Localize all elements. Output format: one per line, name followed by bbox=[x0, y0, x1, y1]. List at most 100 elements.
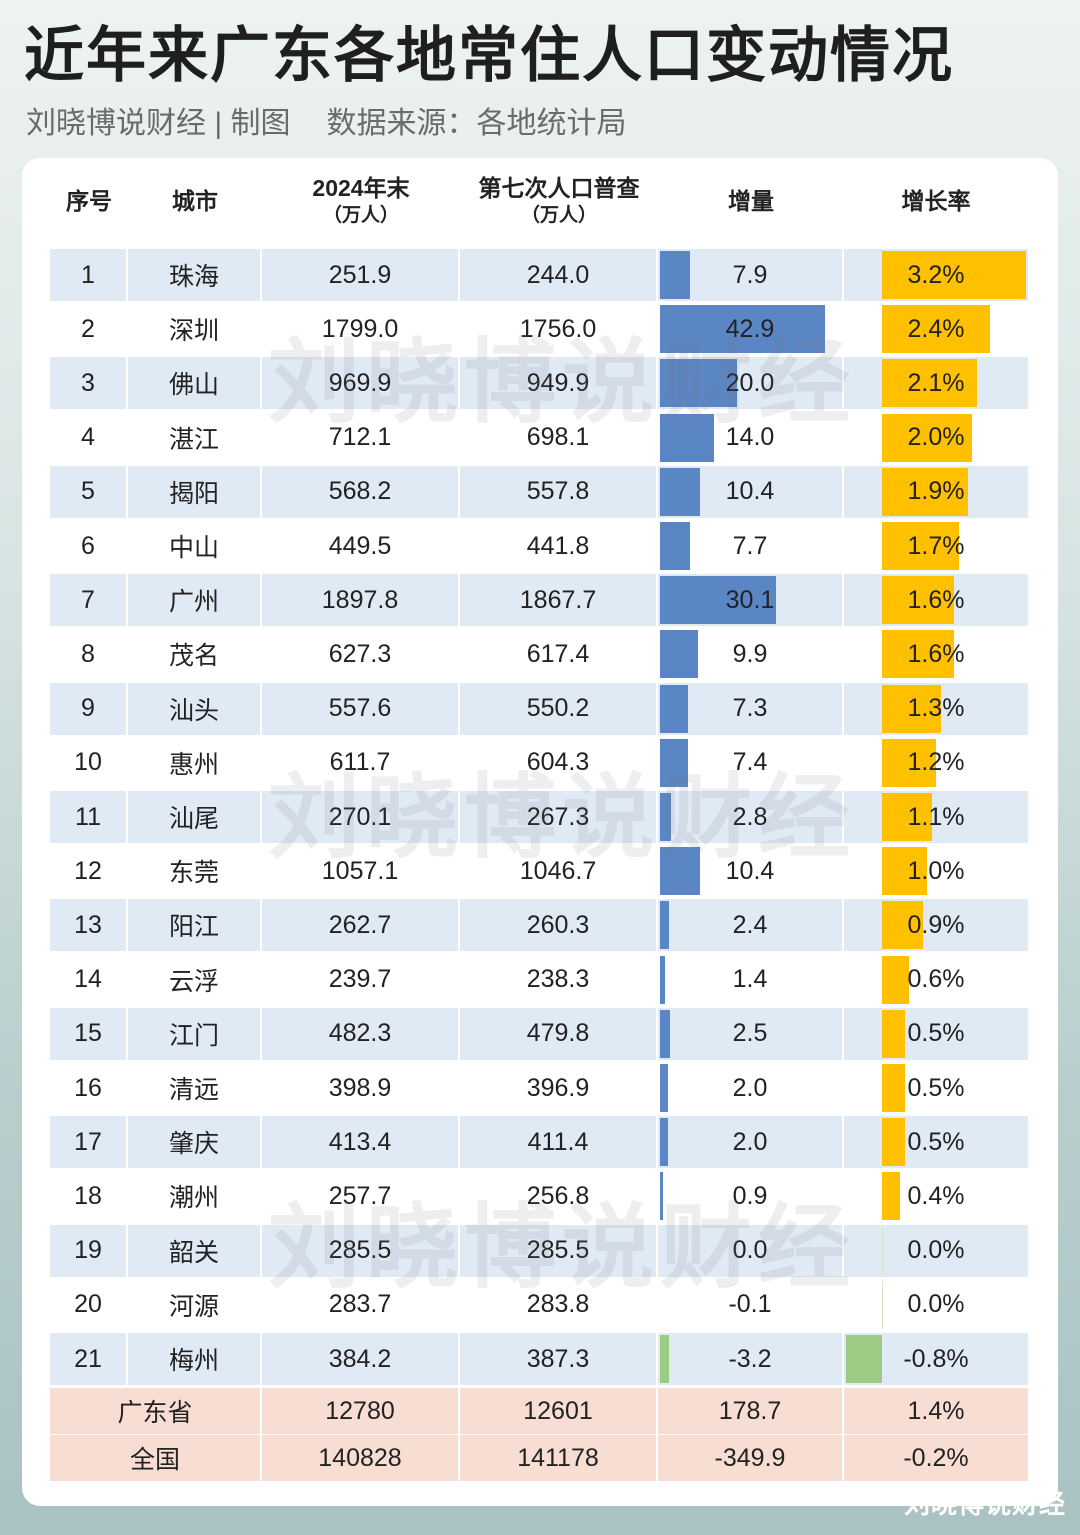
city-name: 潮州 bbox=[168, 1184, 219, 1213]
header-index: 序号 bbox=[66, 188, 112, 214]
total-row: 广东省 12780 12601 178.7 1.4% bbox=[22, 1388, 1058, 1435]
change-value: 7.3 bbox=[732, 694, 768, 723]
cell-background bbox=[658, 1333, 842, 1385]
cell-background bbox=[262, 357, 458, 410]
cell-background bbox=[658, 1435, 842, 1482]
cell-background bbox=[658, 791, 842, 843]
cell-background bbox=[50, 1388, 260, 1435]
pop-2024: 449.5 bbox=[328, 531, 392, 560]
row-index: 5 bbox=[81, 477, 95, 506]
growth-bar bbox=[882, 251, 1026, 299]
change-bar bbox=[660, 413, 714, 462]
pop-2024: 384.2 bbox=[328, 1344, 392, 1373]
table-row: 20 河源 283.7 283.8 -0.1 0.0% bbox=[22, 1279, 1058, 1331]
cell-background bbox=[658, 1116, 842, 1169]
pop-2024: 482.3 bbox=[328, 1019, 392, 1048]
cell-background bbox=[262, 249, 458, 301]
change-bar bbox=[660, 522, 690, 570]
row-index: 8 bbox=[81, 639, 95, 668]
cell-background bbox=[844, 1388, 1028, 1435]
city-name: 广州 bbox=[168, 588, 219, 617]
city-name: 湛江 bbox=[168, 425, 219, 454]
cell-background bbox=[844, 1224, 1028, 1277]
city-name: 肇庆 bbox=[168, 1130, 219, 1159]
city-name: 中山 bbox=[168, 534, 219, 562]
cell-background bbox=[50, 574, 126, 627]
change-bar bbox=[660, 630, 699, 679]
row-index: 13 bbox=[74, 910, 102, 939]
growth-rate: 1.6% bbox=[907, 585, 965, 614]
row-index: 1 bbox=[81, 260, 95, 289]
census-pop: 411.4 bbox=[527, 1127, 589, 1156]
change-value: 20.0 bbox=[725, 368, 775, 397]
census-pop: 396.9 bbox=[526, 1073, 590, 1102]
cell-background bbox=[50, 682, 126, 735]
change-value: 1.4 bbox=[732, 965, 768, 994]
row-index: 14 bbox=[74, 965, 102, 994]
change-value: 0.9 bbox=[732, 1181, 768, 1210]
cell-background bbox=[844, 1116, 1028, 1169]
total-census-pop: 12601 bbox=[523, 1396, 593, 1425]
growth-bar bbox=[882, 684, 941, 733]
change-bar bbox=[660, 1335, 669, 1383]
total-change: -349.9 bbox=[714, 1443, 786, 1472]
pop-2024: 1799.0 bbox=[321, 314, 399, 343]
cell-background bbox=[460, 1435, 656, 1482]
census-pop: 285.5 bbox=[526, 1236, 590, 1265]
header-city: 城市 bbox=[172, 188, 218, 214]
growth-rate: 1.2% bbox=[907, 748, 965, 777]
row-index: 9 bbox=[81, 694, 95, 723]
change-value: 10.4 bbox=[725, 477, 775, 506]
table-row: 15 江门 482.3 479.8 2.5 0.5% bbox=[22, 1007, 1058, 1060]
census-pop: 238.3 bbox=[526, 965, 590, 994]
change-bar bbox=[660, 305, 825, 354]
city-name: 河源 bbox=[168, 1292, 219, 1321]
change-value: -0.1 bbox=[728, 1290, 772, 1319]
growth-bar bbox=[882, 467, 968, 516]
city-name: 江门 bbox=[168, 1021, 219, 1050]
census-pop: 441.8 bbox=[526, 531, 590, 560]
cell-background bbox=[658, 682, 842, 735]
growth-bar bbox=[846, 1335, 882, 1383]
cell-background bbox=[460, 1224, 656, 1277]
growth-bar bbox=[882, 793, 932, 841]
change-value: 7.7 bbox=[732, 531, 768, 560]
city-name: 韶关 bbox=[168, 1238, 219, 1267]
growth-bar bbox=[882, 630, 954, 679]
growth-rate: 0.5% bbox=[907, 1073, 965, 1102]
cell-background bbox=[50, 791, 126, 843]
total-census-pop: 141178 bbox=[517, 1443, 599, 1472]
cell-background bbox=[128, 465, 260, 518]
cell-background bbox=[50, 1435, 260, 1482]
census-pop: 267.3 bbox=[526, 802, 590, 831]
census-pop: 698.1 bbox=[526, 423, 590, 452]
growth-bar bbox=[882, 305, 990, 354]
total-growth: -0.2% bbox=[903, 1443, 969, 1472]
cell-background bbox=[460, 791, 656, 843]
cell-background bbox=[128, 899, 260, 952]
growth-bar bbox=[882, 522, 959, 570]
growth-bar bbox=[882, 359, 977, 408]
change-bar bbox=[660, 1172, 664, 1221]
row-index: 19 bbox=[74, 1236, 102, 1265]
growth-bar bbox=[882, 1118, 905, 1167]
census-pop: 550.2 bbox=[526, 694, 590, 723]
change-bar bbox=[660, 901, 670, 950]
growth-bar bbox=[882, 1172, 900, 1221]
growth-rate: 3.2% bbox=[907, 260, 965, 289]
growth-rate: 2.4% bbox=[907, 314, 965, 343]
total-pop-2024: 12780 bbox=[325, 1396, 395, 1425]
change-bar bbox=[660, 847, 700, 896]
census-pop: 260.3 bbox=[526, 910, 590, 939]
change-value: 10.4 bbox=[725, 856, 775, 885]
row-index: 6 bbox=[81, 531, 95, 560]
cell-background bbox=[460, 574, 656, 627]
cell-background bbox=[128, 1007, 260, 1060]
cell-background bbox=[128, 357, 260, 410]
row-index: 12 bbox=[74, 856, 102, 885]
pop-2024: 257.7 bbox=[328, 1181, 392, 1210]
cell-background bbox=[844, 791, 1028, 843]
pop-2024: 251.9 bbox=[328, 260, 392, 289]
city-name: 梅州 bbox=[168, 1347, 219, 1375]
change-bar bbox=[660, 1118, 668, 1167]
